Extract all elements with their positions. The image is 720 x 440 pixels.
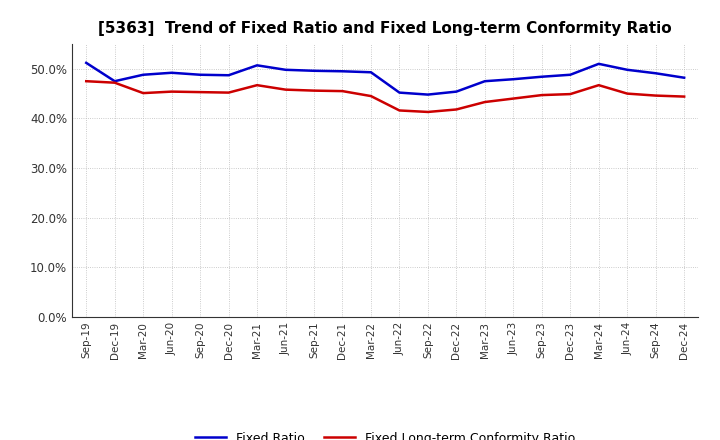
Fixed Long-term Conformity Ratio — [282, 87, 290, 92]
Fixed Long-term Conformity Ratio — [110, 80, 119, 85]
Legend: Fixed Ratio, Fixed Long-term Conformity Ratio: Fixed Ratio, Fixed Long-term Conformity … — [190, 427, 580, 440]
Fixed Long-term Conformity Ratio — [623, 91, 631, 96]
Fixed Ratio — [366, 70, 375, 75]
Fixed Ratio — [395, 90, 404, 95]
Fixed Ratio — [110, 79, 119, 84]
Fixed Long-term Conformity Ratio — [652, 93, 660, 98]
Fixed Long-term Conformity Ratio — [423, 109, 432, 114]
Fixed Long-term Conformity Ratio — [595, 83, 603, 88]
Fixed Ratio — [310, 68, 318, 73]
Fixed Ratio — [537, 74, 546, 79]
Line: Fixed Long-term Conformity Ratio: Fixed Long-term Conformity Ratio — [86, 81, 684, 112]
Fixed Long-term Conformity Ratio — [537, 92, 546, 98]
Fixed Ratio — [167, 70, 176, 75]
Fixed Long-term Conformity Ratio — [566, 92, 575, 97]
Fixed Long-term Conformity Ratio — [366, 93, 375, 99]
Fixed Ratio — [338, 69, 347, 74]
Fixed Ratio — [509, 77, 518, 82]
Fixed Ratio — [423, 92, 432, 97]
Fixed Long-term Conformity Ratio — [452, 107, 461, 112]
Fixed Ratio — [480, 79, 489, 84]
Fixed Long-term Conformity Ratio — [196, 89, 204, 95]
Fixed Ratio — [566, 72, 575, 77]
Fixed Ratio — [680, 75, 688, 81]
Fixed Long-term Conformity Ratio — [82, 79, 91, 84]
Fixed Ratio — [623, 67, 631, 73]
Fixed Ratio — [452, 89, 461, 94]
Fixed Ratio — [253, 62, 261, 68]
Fixed Ratio — [139, 72, 148, 77]
Fixed Long-term Conformity Ratio — [310, 88, 318, 93]
Line: Fixed Ratio: Fixed Ratio — [86, 63, 684, 95]
Fixed Ratio — [652, 71, 660, 76]
Fixed Long-term Conformity Ratio — [225, 90, 233, 95]
Fixed Long-term Conformity Ratio — [338, 88, 347, 94]
Fixed Long-term Conformity Ratio — [509, 96, 518, 101]
Fixed Long-term Conformity Ratio — [253, 83, 261, 88]
Title: [5363]  Trend of Fixed Ratio and Fixed Long-term Conformity Ratio: [5363] Trend of Fixed Ratio and Fixed Lo… — [99, 21, 672, 36]
Fixed Long-term Conformity Ratio — [680, 94, 688, 99]
Fixed Ratio — [282, 67, 290, 73]
Fixed Ratio — [595, 61, 603, 66]
Fixed Long-term Conformity Ratio — [167, 89, 176, 94]
Fixed Ratio — [196, 72, 204, 77]
Fixed Long-term Conformity Ratio — [480, 99, 489, 105]
Fixed Ratio — [82, 60, 91, 66]
Fixed Ratio — [225, 73, 233, 78]
Fixed Long-term Conformity Ratio — [395, 108, 404, 113]
Fixed Long-term Conformity Ratio — [139, 91, 148, 96]
